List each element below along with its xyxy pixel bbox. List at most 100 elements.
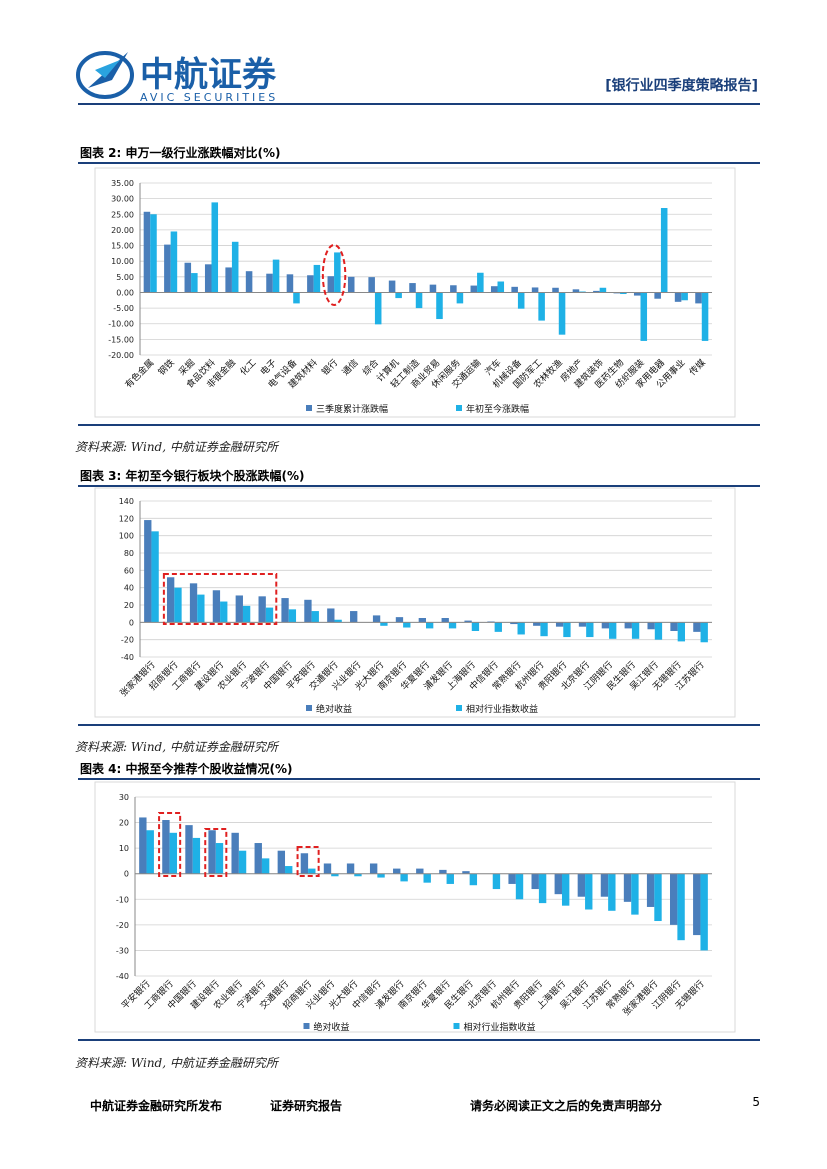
source-note: 资料来源: Wind, 中航证券金融研究所	[75, 740, 280, 754]
bar	[654, 622, 663, 640]
legend-swatch	[453, 1023, 460, 1029]
y-tick-label: 120	[119, 514, 134, 523]
bar	[254, 843, 262, 874]
bar	[418, 618, 426, 623]
bar	[654, 292, 661, 299]
bar	[395, 617, 404, 623]
bar	[388, 280, 396, 293]
bar	[577, 873, 586, 897]
bar	[212, 590, 221, 623]
bar	[448, 622, 457, 629]
bar	[640, 292, 648, 341]
bar	[517, 292, 525, 309]
bar	[150, 214, 157, 293]
bar	[693, 873, 701, 936]
bar	[170, 231, 178, 293]
x-tick-label: 钢铁	[156, 357, 177, 378]
bar	[492, 873, 501, 890]
bar	[531, 873, 539, 890]
bar	[563, 622, 571, 638]
bar	[304, 599, 312, 623]
legend-swatch	[456, 405, 462, 411]
bar	[415, 292, 423, 309]
bar	[469, 873, 478, 886]
y-tick-label: 40	[124, 584, 134, 593]
bar	[164, 244, 171, 293]
footer-publisher: 中航证券金融研究所发布	[90, 1098, 222, 1113]
bar	[508, 873, 516, 884]
bar	[162, 820, 170, 874]
x-tick-label: 传媒	[687, 357, 708, 378]
highlight	[296, 846, 320, 877]
bar	[204, 264, 212, 293]
bar	[347, 276, 355, 293]
y-tick-label: -40	[121, 653, 134, 662]
bar	[334, 252, 341, 293]
y-tick-label: -5.00	[113, 304, 134, 313]
bar	[185, 825, 193, 874]
highlight	[158, 812, 182, 877]
bar	[677, 622, 686, 642]
bar	[677, 873, 685, 941]
bar	[235, 595, 243, 623]
y-tick-label: 5.00	[116, 273, 134, 282]
bar	[197, 594, 205, 623]
bar	[646, 873, 655, 907]
bar	[426, 622, 434, 629]
y-tick-label: 140	[119, 497, 134, 506]
bar	[377, 873, 385, 878]
bar	[623, 873, 632, 902]
y-tick-label: 60	[124, 566, 134, 575]
bar	[189, 583, 198, 623]
bar	[517, 622, 525, 635]
bar	[311, 611, 319, 623]
y-tick-label: 10	[119, 844, 129, 853]
bar	[633, 292, 641, 296]
bar	[624, 622, 632, 629]
bar	[700, 622, 708, 643]
x-tick-label: 张家港银行	[117, 659, 157, 699]
bar	[323, 863, 332, 874]
bar	[609, 622, 617, 639]
bar	[538, 292, 545, 321]
bar	[231, 241, 239, 293]
bar	[369, 863, 378, 874]
bar	[286, 274, 294, 293]
figure-title: 图表 3: 年初至今银行板块个股涨跌幅(%)	[80, 468, 305, 483]
legend-label: 绝对收益	[314, 1021, 350, 1033]
bar	[490, 286, 498, 293]
bar	[184, 262, 192, 293]
bar	[670, 622, 678, 631]
report-title: [银行业四季度策略报告]	[605, 77, 758, 94]
legend-swatch	[306, 705, 312, 711]
y-tick-label: 100	[119, 532, 134, 541]
bar	[242, 605, 251, 623]
bar	[439, 869, 447, 874]
bar	[211, 202, 219, 293]
bar	[144, 520, 152, 623]
bar	[510, 622, 518, 625]
bar	[538, 873, 547, 904]
bar	[220, 601, 228, 623]
bar	[555, 622, 564, 627]
bar	[572, 289, 580, 293]
y-tick-label: 20.00	[111, 226, 134, 235]
bar	[441, 618, 449, 623]
source-note: 资料来源: Wind, 中航证券金融研究所	[75, 1056, 280, 1070]
highlight	[204, 828, 228, 877]
bar	[374, 292, 382, 325]
x-tick-label: 通信	[339, 357, 360, 378]
y-tick-label: 0	[129, 618, 134, 627]
y-tick-label: -15.00	[108, 335, 134, 344]
legend-swatch	[456, 705, 462, 711]
brand-subtitle: AVIC SECURITIES	[140, 91, 278, 104]
bar	[446, 873, 454, 884]
bar	[368, 277, 375, 293]
bar	[151, 531, 159, 623]
bar	[331, 873, 339, 877]
bar	[631, 873, 639, 915]
bar	[471, 622, 480, 631]
bar	[497, 281, 505, 293]
y-tick-label: 20	[124, 601, 134, 610]
